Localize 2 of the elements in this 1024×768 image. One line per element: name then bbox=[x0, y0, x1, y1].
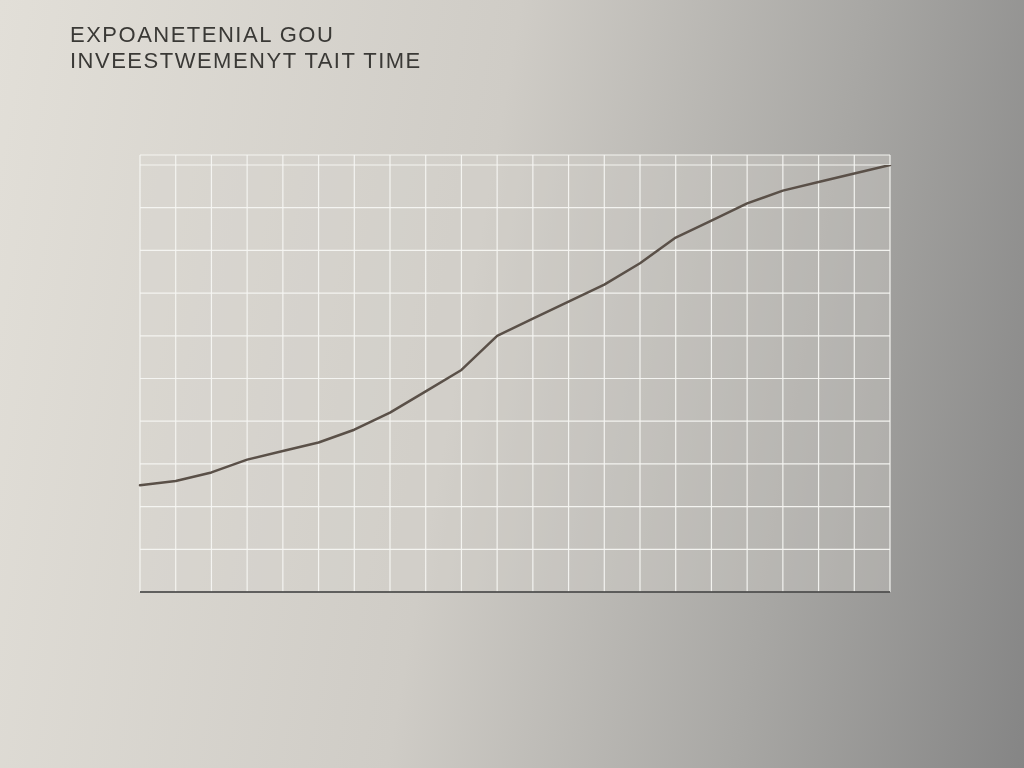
chart-subtitle: INVEESTWEMENYT TAIT TIME bbox=[70, 48, 422, 74]
chart-title: EXPOANETENIAL GOU bbox=[70, 22, 335, 48]
